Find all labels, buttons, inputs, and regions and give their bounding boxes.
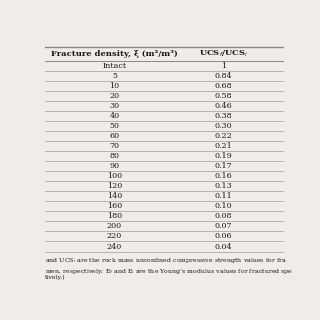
Text: 90: 90 <box>109 162 119 170</box>
Text: 220: 220 <box>107 232 122 240</box>
Text: 0.17: 0.17 <box>215 162 232 170</box>
Text: 0.38: 0.38 <box>215 112 232 120</box>
Text: 200: 200 <box>107 222 122 230</box>
Text: 0.58: 0.58 <box>215 92 232 100</box>
Text: 0.11: 0.11 <box>215 192 232 200</box>
Text: 0.30: 0.30 <box>215 122 232 130</box>
Text: 0.07: 0.07 <box>215 222 232 230</box>
Text: 30: 30 <box>109 102 119 110</box>
Text: 0.84: 0.84 <box>215 72 232 80</box>
Text: men, respectively; E$_f$ and E$_i$ are the Young’s modulus values for fractured : men, respectively; E$_f$ and E$_i$ are t… <box>45 266 293 276</box>
Text: 40: 40 <box>109 112 119 120</box>
Text: 0.21: 0.21 <box>215 142 232 150</box>
Text: 80: 80 <box>109 152 119 160</box>
Text: 5: 5 <box>112 72 117 80</box>
Text: 0.68: 0.68 <box>215 82 232 90</box>
Text: 100: 100 <box>107 172 122 180</box>
Text: 20: 20 <box>109 92 119 100</box>
Text: 0.16: 0.16 <box>215 172 232 180</box>
Text: 0.19: 0.19 <box>215 152 232 160</box>
Text: 240: 240 <box>107 243 122 251</box>
Text: UCS$_f$/UCS$_i$: UCS$_f$/UCS$_i$ <box>199 49 248 59</box>
Text: 0.04: 0.04 <box>215 243 232 251</box>
Text: 0.22: 0.22 <box>215 132 232 140</box>
Text: 0.13: 0.13 <box>215 182 232 190</box>
Text: 60: 60 <box>109 132 119 140</box>
Text: Fracture density, ξ (m²/m³): Fracture density, ξ (m²/m³) <box>51 50 178 58</box>
Text: 140: 140 <box>107 192 122 200</box>
Text: 160: 160 <box>107 202 122 210</box>
Text: Intact: Intact <box>102 62 126 70</box>
Text: 70: 70 <box>109 142 119 150</box>
Text: 180: 180 <box>107 212 122 220</box>
Text: and UCS$_i$ are the rock mass unconfined compressive strength values for fra: and UCS$_i$ are the rock mass unconfined… <box>45 256 287 266</box>
Text: tively.): tively.) <box>45 275 66 280</box>
Text: 0.06: 0.06 <box>215 232 232 240</box>
Text: 10: 10 <box>109 82 119 90</box>
Text: 0.10: 0.10 <box>215 202 232 210</box>
Text: 0.08: 0.08 <box>215 212 232 220</box>
Text: 0.46: 0.46 <box>215 102 232 110</box>
Text: 120: 120 <box>107 182 122 190</box>
Text: 1: 1 <box>221 62 226 70</box>
Text: 50: 50 <box>109 122 119 130</box>
